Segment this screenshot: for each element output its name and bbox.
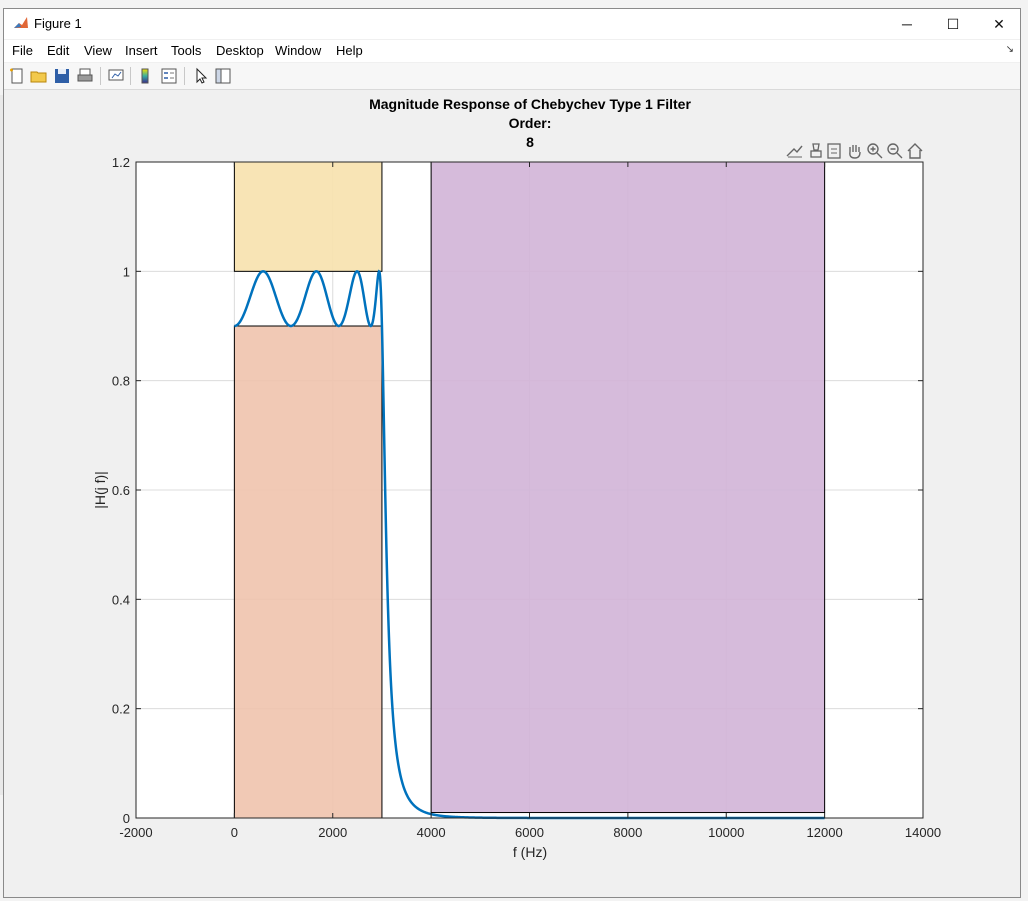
menu-desktop[interactable]: Desktop: [216, 43, 264, 58]
window-title: Figure 1: [34, 16, 82, 31]
y-tick-label: 0.8: [112, 374, 130, 389]
chart-title-order-label: Order:: [509, 115, 552, 131]
y-tick-label: 0: [123, 811, 130, 826]
y-tick-label: 0.2: [112, 702, 130, 717]
new-figure-icon[interactable]: [8, 67, 26, 85]
save-icon[interactable]: [53, 67, 71, 85]
y-tick-label: 0.6: [112, 483, 130, 498]
plot-svg: Magnitude Response of Chebychev Type 1 F…: [92, 96, 941, 860]
export-icon[interactable]: [827, 143, 841, 159]
menu-help[interactable]: Help: [336, 43, 363, 58]
title-bar[interactable]: Figure 1 ─ ☐ ✕: [4, 9, 1020, 39]
x-tick-label: 4000: [417, 825, 446, 840]
y-tick-label: 0.4: [112, 592, 130, 607]
brush-icon[interactable]: [810, 143, 822, 158]
figure-canvas: Magnitude Response of Chebychev Type 1 F…: [4, 90, 1020, 897]
y-tick-label: 1: [123, 264, 130, 279]
home-icon[interactable]: [907, 143, 923, 159]
menu-overflow-icon[interactable]: ↘: [1005, 44, 1014, 55]
menu-file[interactable]: File: [12, 43, 33, 58]
maximize-icon: ☐: [946, 15, 960, 32]
x-tick-label: 8000: [613, 825, 642, 840]
toolbar-separator: [184, 67, 185, 85]
minimize-button[interactable]: ─: [884, 9, 930, 39]
figure-toolbar: [4, 63, 1020, 90]
x-tick-label: 2000: [318, 825, 347, 840]
y-axis-label: |H(j f)|: [92, 471, 108, 509]
menu-insert[interactable]: Insert: [125, 43, 158, 58]
x-axis-label: f (Hz): [513, 844, 547, 860]
x-tick-label: 12000: [807, 825, 843, 840]
stopband-mask: [430, 161, 826, 814]
matlab-logo-icon: [14, 17, 28, 28]
maximize-button[interactable]: ☐: [930, 9, 976, 39]
toolbar-separator: [130, 67, 131, 85]
pointer-icon[interactable]: [192, 67, 210, 85]
menu-bar: File Edit View Insert Tools Desktop Wind…: [4, 40, 1020, 62]
passband-upper-mask: [233, 161, 383, 272]
toolbar-separator: [100, 67, 101, 85]
close-icon: ✕: [993, 15, 1005, 32]
x-tick-label: 0: [231, 825, 238, 840]
legend-icon[interactable]: [160, 67, 178, 85]
x-tick-label: 14000: [905, 825, 941, 840]
passband-lower-mask: [233, 325, 383, 819]
x-tick-label: -2000: [119, 825, 152, 840]
zoom-out-icon[interactable]: [887, 143, 903, 159]
minimize-icon: ─: [902, 16, 912, 32]
menu-view[interactable]: View: [84, 43, 112, 58]
figure-window: Figure 1 ─ ☐ ✕ File Edit View Insert Too…: [3, 8, 1021, 898]
axis-ticks: -2000 0 2000 4000 6000 8000 10000 12000 1400000.…: [112, 155, 941, 840]
colorbar-icon[interactable]: [137, 67, 155, 85]
x-tick-label: 6000: [515, 825, 544, 840]
data-tip-icon[interactable]: [786, 145, 803, 158]
y-tick-label: 1.2: [112, 155, 130, 170]
menu-window[interactable]: Window: [275, 43, 322, 58]
property-inspector-icon[interactable]: [214, 67, 232, 85]
print-icon[interactable]: [76, 67, 94, 85]
x-tick-label: 10000: [708, 825, 744, 840]
chart-title-order-value: 8: [526, 134, 534, 150]
pan-icon[interactable]: [849, 145, 861, 159]
close-button[interactable]: ✕: [976, 9, 1022, 39]
link-plot-icon[interactable]: [107, 67, 125, 85]
menu-edit[interactable]: Edit: [47, 43, 70, 58]
background-window-edge: [0, 95, 4, 795]
mask-regions: [233, 161, 826, 819]
axes-toolbar: [786, 143, 923, 159]
chart-title: Magnitude Response of Chebychev Type 1 F…: [369, 96, 691, 112]
open-file-icon[interactable]: [30, 67, 48, 85]
zoom-in-icon[interactable]: [867, 143, 883, 159]
menu-tools[interactable]: Tools: [171, 43, 202, 58]
